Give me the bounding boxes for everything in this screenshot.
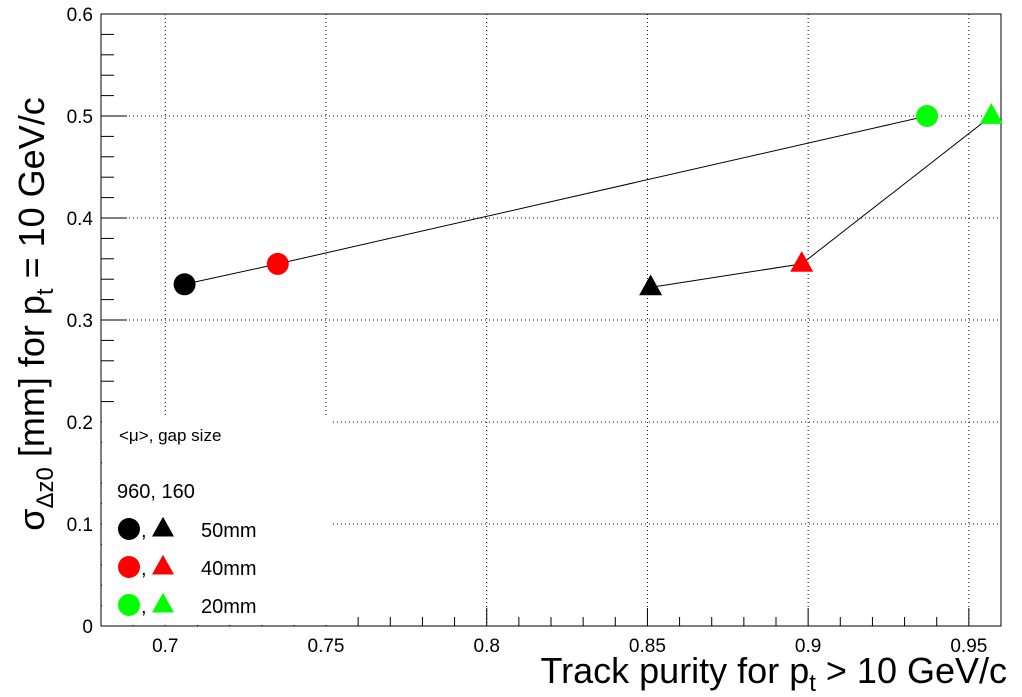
legend-circle-marker: [118, 556, 140, 578]
y-tick-label: 0.1: [67, 515, 93, 536]
x-tick-label: 0.9: [795, 636, 821, 657]
legend-header: <μ>, gap size: [119, 426, 221, 445]
legend-triangle-marker: [152, 592, 174, 613]
y-tick-label: 0.5: [67, 107, 93, 128]
x-tick-label: 0.75: [308, 636, 345, 657]
legend-separator: ,: [141, 520, 147, 542]
data-point-circle: [916, 105, 939, 127]
data-point-triangle: [790, 251, 814, 272]
x-axis-title: Track purity for pt > 10 GeV/c: [540, 650, 1007, 697]
legend: <μ>, gap size 960, 160 , 50mm, 40mm, 20mm: [117, 426, 257, 618]
y-tick-label: 0.4: [67, 209, 94, 230]
legend-box: [102, 415, 330, 625]
data-point-circle: [173, 273, 196, 296]
series-line: [184, 115, 928, 285]
legend-circle-marker: [118, 518, 140, 540]
y-tick-label: 0.6: [67, 5, 93, 26]
y-axis: 0 0.1 0.2 0.3 0.4 0.5 0.6: [67, 5, 127, 638]
x-tick-label: 0.85: [629, 636, 666, 657]
y-tick-label: 0.3: [67, 311, 93, 332]
data-points: [173, 103, 1003, 296]
x-axis: 0.7 0.75 0.8 0.85 0.9 0.95: [100, 608, 1002, 657]
legend-circle-marker: [118, 594, 140, 616]
legend-triangle-marker: [152, 554, 174, 575]
data-point-triangle: [639, 274, 663, 296]
legend-entry-label: 20mm: [201, 596, 257, 618]
legend-background: [102, 415, 330, 625]
x-tick-label: 0.95: [950, 636, 987, 657]
legend-triangle-marker: [152, 516, 174, 537]
x-tick-label: 0.8: [474, 636, 500, 657]
series-lines: [184, 115, 992, 288]
legend-separator: ,: [141, 596, 147, 618]
y-tick-label: 0: [82, 617, 93, 638]
data-point-circle: [266, 252, 289, 275]
legend-entry-label: 40mm: [201, 558, 257, 580]
x-tick-label: 0.7: [152, 636, 178, 657]
y-axis-title: σΔz0 [mm] for pt = 10 GeV/c: [11, 97, 59, 530]
legend-separator: ,: [141, 558, 147, 580]
y-tick-label: 0.2: [67, 413, 93, 434]
legend-entry-label: 50mm: [201, 520, 257, 542]
series-line: [650, 115, 992, 288]
data-point-triangle: [979, 103, 1003, 124]
legend-subheader: 960, 160: [117, 481, 195, 503]
